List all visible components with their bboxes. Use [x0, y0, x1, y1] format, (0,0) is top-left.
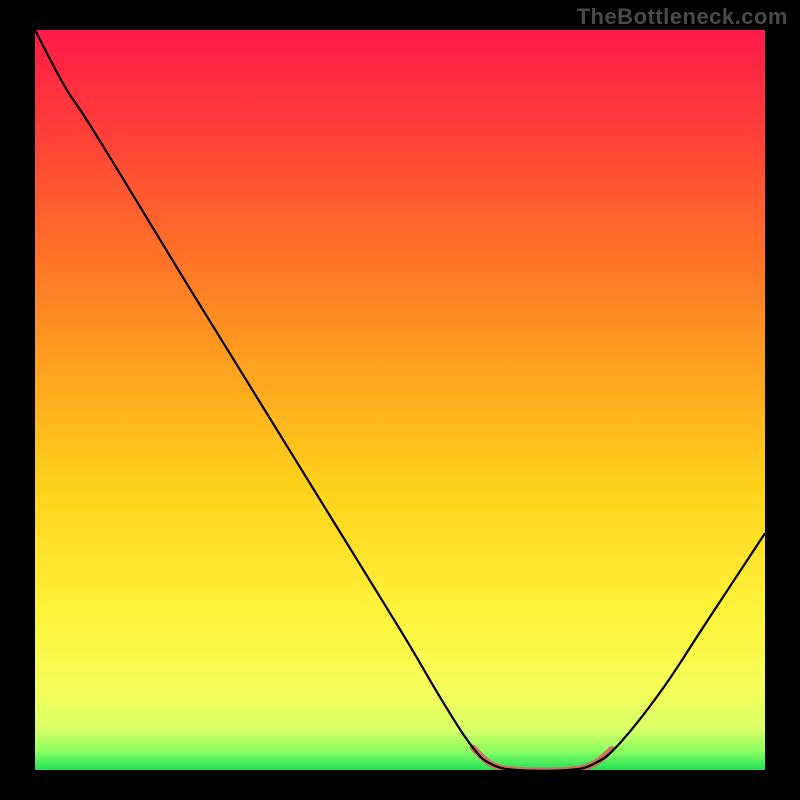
chart-container: TheBottleneck.com [0, 0, 800, 800]
gradient-background [35, 30, 765, 770]
attribution-label: TheBottleneck.com [577, 4, 788, 30]
plot-svg [35, 30, 765, 770]
plot-area [35, 30, 765, 770]
